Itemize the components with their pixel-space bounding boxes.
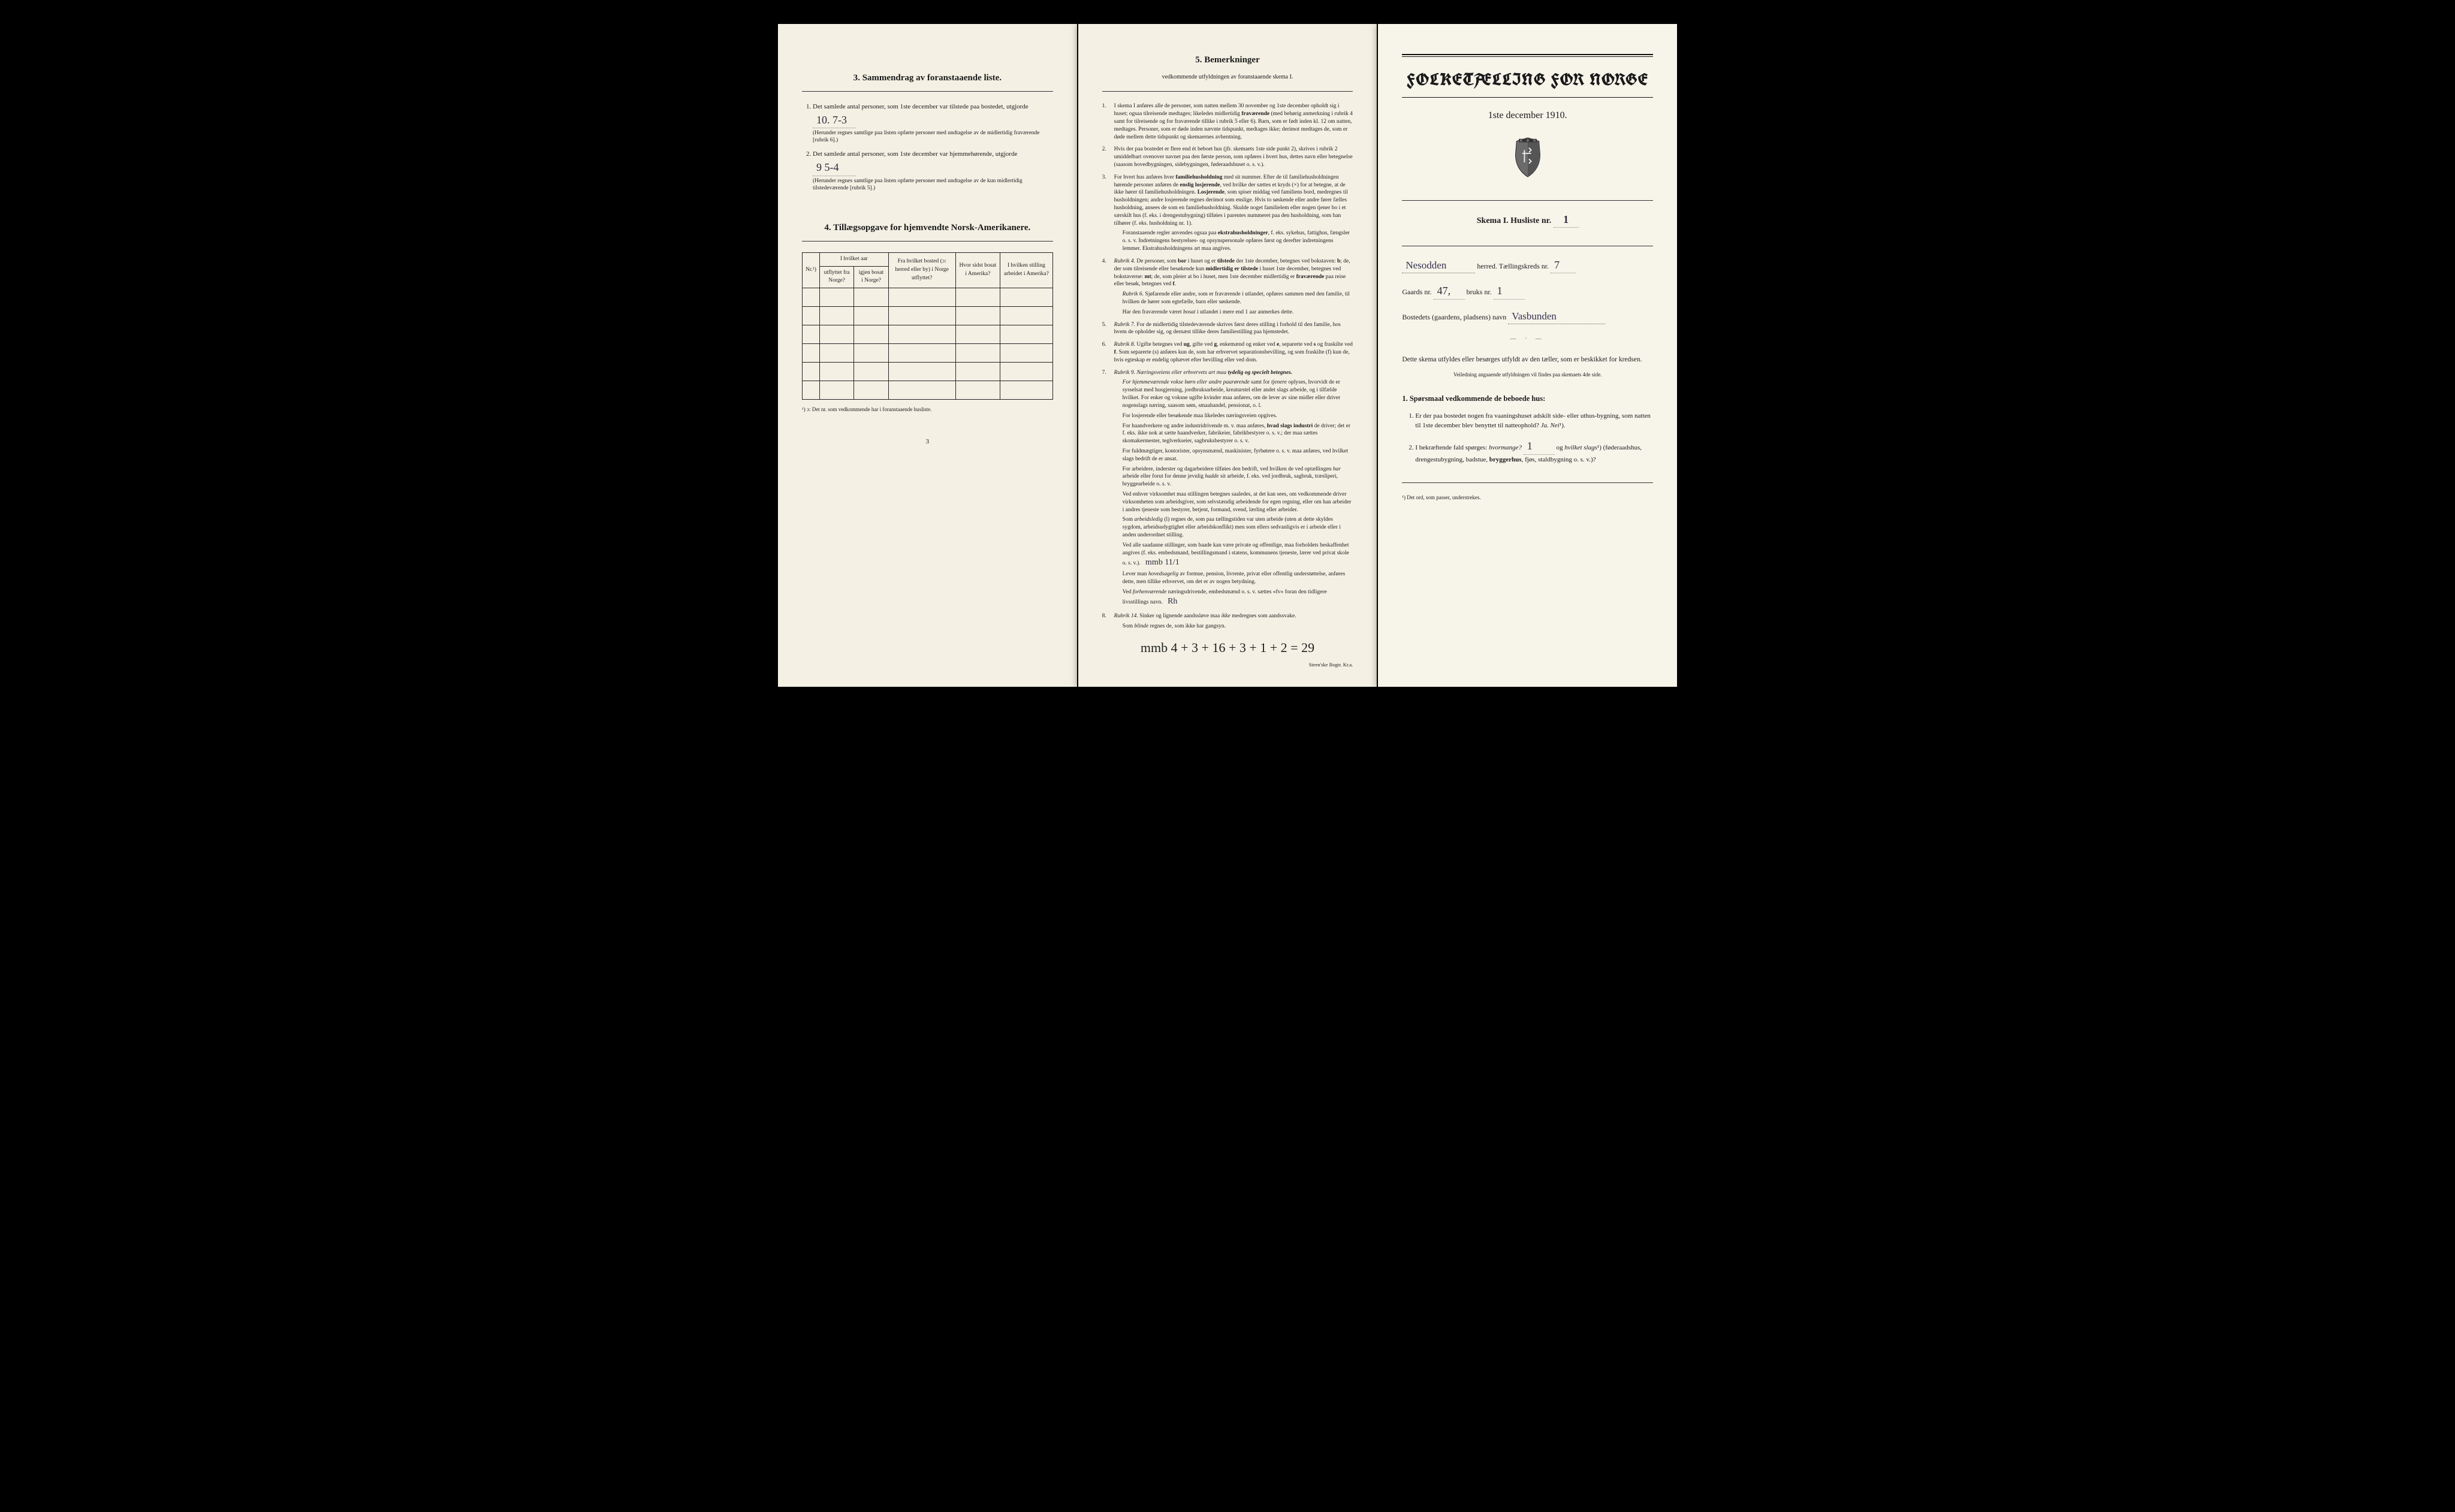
rule-3	[1102, 91, 1353, 92]
instruction-1: Dette skema utfyldes eller besørges utfy…	[1402, 355, 1653, 365]
summary-item-1-value: 10. 7-3	[813, 112, 856, 128]
title-rule-thin-1	[1402, 56, 1653, 57]
summary-item-2-value: 9 5-4	[813, 159, 856, 176]
page-number: 3	[802, 437, 1053, 447]
page-left: 3. Sammendrag av foranstaaende liste. De…	[778, 24, 1077, 687]
handwritten-math: mmb 4 + 3 + 16 + 3 + 1 + 2 = 29	[1102, 638, 1353, 657]
questions-list: Er der paa bostedet nogen fra vaaningshu…	[1402, 411, 1653, 465]
summary-item-1-text: Det samlede antal personer, som 1ste dec…	[813, 103, 1029, 110]
bemerkninger-list: I skema I anføres alle de personer, som …	[1102, 102, 1353, 630]
herred-label: herred. Tællingskreds nr.	[1477, 262, 1549, 270]
bemerk-item: Hvis der paa bostedet er flere end ét be…	[1102, 146, 1353, 168]
q1-text: Er der paa bostedet nogen fra vaaningshu…	[1415, 412, 1651, 430]
bemerk-item: Rubrik 9. Næringsveiens eller erhvervets…	[1102, 369, 1353, 608]
bosted-row: Bostedets (gaardens, pladsens) navn Vasb…	[1402, 309, 1653, 325]
herred-row: Nesodden herred. Tællingskreds nr. 7	[1402, 257, 1653, 274]
herred-value: Nesodden	[1402, 258, 1475, 274]
crest-icon	[1511, 137, 1545, 179]
title-rule-top	[1402, 54, 1653, 55]
skema-line: Skema I. Husliste nr. 1	[1402, 212, 1653, 228]
summary-item-1-note: (Herunder regnes samtlige paa listen opf…	[813, 129, 1053, 144]
bruks-label: bruks nr.	[1467, 288, 1492, 296]
section-4-title: 4. Tillægsopgave for hjemvendte Norsk-Am…	[802, 222, 1053, 235]
instruction-2: Veiledning angaaende utfyldningen vil fi…	[1402, 371, 1653, 379]
th-hvorsidst: Hvor sidst bosat i Amerika?	[955, 252, 1000, 288]
main-title: FOLKETÆLLING FOR NORGE	[1402, 68, 1653, 92]
section-3-title: 3. Sammendrag av foranstaaende liste.	[802, 72, 1053, 85]
document-spread: 3. Sammendrag av foranstaaende liste. De…	[778, 24, 1677, 687]
coat-of-arms	[1402, 137, 1653, 182]
skema-label: Skema I. Husliste nr.	[1477, 216, 1551, 225]
summary-item-1: Det samlede antal personer, som 1ste dec…	[813, 102, 1053, 144]
th-stilling: I hvilken stilling arbeidet i Amerika?	[1000, 252, 1053, 288]
husliste-nr: 1	[1554, 212, 1579, 228]
gaards-label: Gaards nr.	[1402, 288, 1431, 296]
question-heading: 1. Spørsmaal vedkommende de beboede hus:	[1402, 393, 1653, 404]
bruks-nr: 1	[1494, 283, 1525, 299]
th-nr: Nr.¹)	[803, 252, 820, 288]
right-footnote-text: ¹) Det ord, som passer, understrekes.	[1402, 494, 1480, 500]
summary-item-2-note: (Herunder regnes samtlige paa listen opf…	[813, 177, 1053, 192]
summary-item-2-text: Det samlede antal personer, som 1ste dec…	[813, 150, 1017, 158]
rule-6	[1402, 482, 1653, 483]
q2-value: 1	[1524, 438, 1555, 455]
th-igjen: igjen bosat i Norge?	[854, 266, 888, 288]
ornament: ― · ―	[1402, 335, 1653, 344]
bemerk-item: Rubrik 7. For de midlertidig tilstedevær…	[1102, 321, 1353, 337]
page-middle: 5. Bemerkninger vedkommende utfyldningen…	[1078, 24, 1377, 687]
bosted-value: Vasbunden	[1508, 309, 1605, 325]
gaards-row: Gaards nr. 47, bruks nr. 1	[1402, 283, 1653, 299]
th-frahvilket: Fra hvilket bosted (ɔ: herred eller by) …	[888, 252, 955, 288]
rule	[802, 91, 1053, 92]
tillaeg-footnote: ¹) ɔ: Det nr. som vedkommende har i fora…	[802, 406, 1053, 414]
page-right: FOLKETÆLLING FOR NORGE 1ste december 191…	[1378, 24, 1677, 687]
bemerk-item: Rubrik 4. De personer, som bor i huset o…	[1102, 258, 1353, 316]
section-5-subtitle: vedkommende utfyldningen av foranstaaend…	[1102, 73, 1353, 82]
bemerk-item: Rubrik 8. Ugifte betegnes ved ug, gifte …	[1102, 341, 1353, 364]
printer-line: Steen'ske Bogtr. Kr.a.	[1102, 661, 1353, 668]
rule-2	[802, 241, 1053, 242]
question-2: I bekræftende fald spørges: hvormange? 1…	[1415, 438, 1653, 465]
bemerk-item: I skema I anføres alle de personer, som …	[1102, 102, 1353, 141]
q2-text: I bekræftende fald spørges: hvormange?	[1415, 444, 1523, 451]
th-utflyttet: utflyttet fra Norge?	[819, 266, 853, 288]
right-footnote: ¹) Det ord, som passer, understrekes.	[1402, 494, 1653, 502]
tillaeg-tbody	[803, 288, 1053, 400]
tillaeg-table: Nr.¹) I hvilket aar Fra hvilket bosted (…	[802, 252, 1053, 400]
rule-4	[1402, 200, 1653, 201]
question-1: Er der paa bostedet nogen fra vaaningshu…	[1415, 411, 1653, 431]
bosted-label: Bostedets (gaardens, pladsens) navn	[1402, 313, 1506, 321]
section-5-title: 5. Bemerkninger	[1102, 54, 1353, 67]
title-rule-thin-2	[1402, 97, 1653, 98]
bemerk-item: Rubrik 14. Sinker og lignende aandssløve…	[1102, 612, 1353, 630]
summary-item-2: Det samlede antal personer, som 1ste dec…	[813, 150, 1053, 192]
summary-list: Det samlede antal personer, som 1ste dec…	[802, 102, 1053, 192]
bemerk-item: For hvert hus anføres hver familiehushol…	[1102, 174, 1353, 253]
kreds-nr: 7	[1551, 257, 1576, 273]
th-aar: I hvilket aar	[819, 252, 888, 266]
gaards-nr: 47,	[1434, 283, 1465, 299]
census-date: 1ste december 1910.	[1402, 108, 1653, 122]
